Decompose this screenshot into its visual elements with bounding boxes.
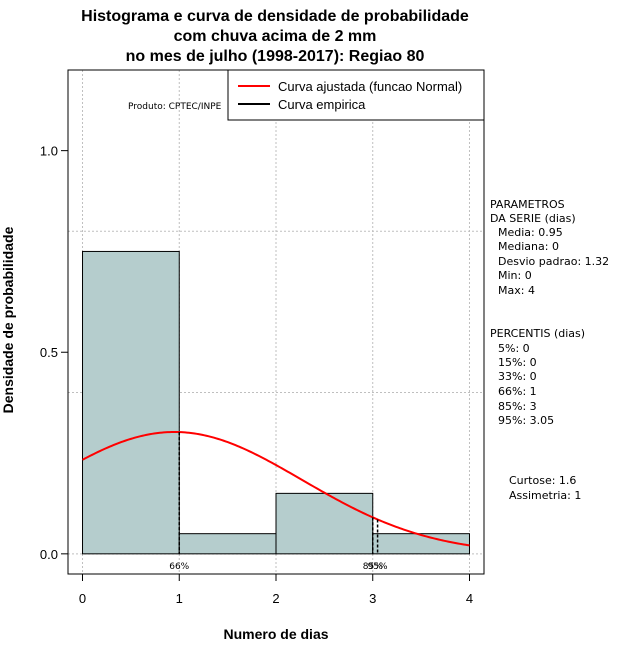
skewness-label: Assimetria: 1 — [509, 489, 581, 502]
percentis-item: 85%: 3 — [498, 400, 537, 413]
normal-fit-curve — [82, 430, 470, 547]
y-tick-label: 0.0 — [40, 547, 58, 562]
percentis-header: PERCENTIS (dias) — [490, 327, 585, 340]
percentis-item: 95%: 3.05 — [498, 414, 554, 427]
x-axis-label: Numero de dias — [223, 626, 328, 642]
legend-box — [227, 69, 485, 121]
percentile-marker-label: 66% — [169, 562, 189, 572]
parametros-item: Min: 0 — [498, 269, 532, 282]
chart-title-line-1: Histograma e curva de densidade de proba… — [81, 8, 469, 25]
percentile-marker-label: 85% — [363, 562, 383, 572]
normal-curve-layer — [82, 430, 470, 547]
percentis-item: 66%: 1 — [498, 385, 537, 398]
chart-title-line-2: com chuva acima de 2 mm — [174, 28, 377, 45]
parametros-item: Desvio padrao: 1.32 — [498, 255, 609, 268]
shape-statistics: Curtose: 1.6 Assimetria: 1 — [509, 474, 581, 502]
histogram-bar — [275, 492, 374, 555]
kurtosis-label: Curtose: 1.6 — [509, 474, 576, 487]
x-tick-label: 4 — [466, 591, 473, 606]
series-parameters: PARAMETROS DA SERIE (dias) Media: 0.95 M… — [490, 198, 609, 297]
legend: Curva ajustada (funcao Normal) Curva emp… — [227, 69, 485, 121]
histogram-bars — [82, 250, 470, 555]
percentis-item: 5%: 0 — [498, 342, 530, 355]
percentile-marker-label: 95% — [368, 562, 388, 572]
parametros-header-1: PARAMETROS — [490, 198, 565, 211]
x-tick-label: 2 — [272, 591, 279, 606]
legend-label-empirical: Curva empirica — [278, 97, 366, 112]
parametros-header-2: DA SERIE (dias) — [490, 212, 576, 225]
product-label: Produto: CPTEC/INPE — [128, 102, 222, 112]
x-tick-label: 1 — [176, 591, 183, 606]
y-tick-label: 1.0 — [40, 144, 58, 159]
y-tick-label: 0.5 — [40, 345, 58, 360]
percentis-item: 33%: 0 — [498, 370, 537, 383]
axes: 0 1 2 3 4 0.0 0.5 1.0 — [40, 144, 473, 606]
parametros-item: Media: 0.95 — [498, 226, 563, 239]
legend-label-normal: Curva ajustada (funcao Normal) — [278, 79, 462, 94]
y-axis-label: Densidade de probabilidade — [0, 226, 16, 413]
x-tick-label: 0 — [79, 591, 86, 606]
parametros-item: Max: 4 — [498, 284, 535, 297]
x-tick-label: 3 — [369, 591, 376, 606]
chart-title-line-3: no mes de julho (1998-2017): Regiao 80 — [126, 48, 425, 65]
percentis-item: 15%: 0 — [498, 356, 537, 369]
percentiles-list: PERCENTIS (dias) 5%: 0 15%: 0 33%: 0 66%… — [490, 327, 585, 427]
percentile-markers: 66% 85%95% — [169, 432, 388, 572]
parametros-item: Mediana: 0 — [498, 240, 559, 253]
histogram-bar — [82, 250, 180, 555]
histogram-bar — [178, 533, 277, 555]
